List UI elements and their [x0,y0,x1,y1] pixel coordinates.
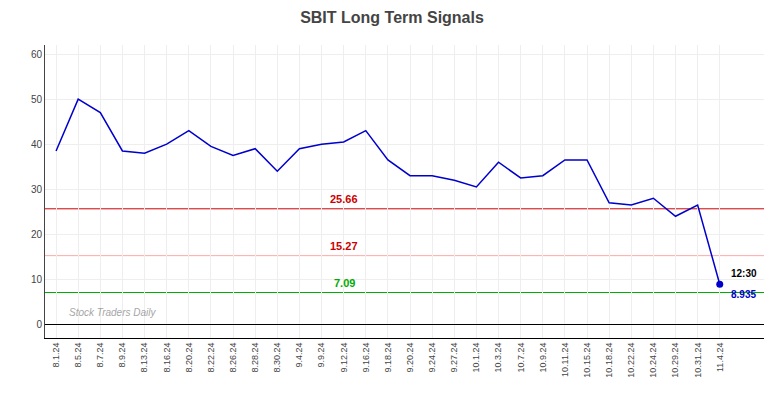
svg-text:9.24.24: 9.24.24 [427,343,437,373]
svg-text:11.4.24: 11.4.24 [715,343,725,372]
svg-text:9.16.24: 9.16.24 [361,343,371,373]
svg-text:30: 30 [31,184,43,195]
svg-text:10.24.24: 10.24.24 [648,343,658,378]
svg-text:9.27.24: 9.27.24 [449,343,459,373]
svg-text:10.31.24: 10.31.24 [693,343,703,378]
svg-text:20: 20 [31,229,43,240]
svg-text:15.27: 15.27 [330,240,358,252]
svg-text:9.9.24: 9.9.24 [316,343,326,368]
svg-text:8.30.24: 8.30.24 [272,343,282,373]
svg-text:9.20.24: 9.20.24 [405,343,415,373]
svg-text:8.26.24: 8.26.24 [228,343,238,373]
svg-text:9.12.24: 9.12.24 [339,343,349,373]
svg-text:8.9.24: 8.9.24 [117,343,127,368]
svg-text:50: 50 [31,94,43,105]
svg-text:8.28.24: 8.28.24 [250,343,260,373]
svg-text:8.13.24: 8.13.24 [139,343,149,373]
svg-text:9.18.24: 9.18.24 [383,343,393,373]
svg-text:10.3.24: 10.3.24 [493,343,503,373]
svg-text:10: 10 [31,274,43,285]
svg-text:8.7.24: 8.7.24 [95,343,105,368]
svg-text:7.09: 7.09 [334,277,355,289]
svg-text:10.11.24: 10.11.24 [560,343,570,377]
svg-text:10.18.24: 10.18.24 [604,343,614,378]
svg-text:8.5.24: 8.5.24 [73,343,83,368]
svg-text:Stock Traders Daily: Stock Traders Daily [69,307,157,318]
svg-text:12:30: 12:30 [731,268,757,279]
svg-text:0: 0 [36,319,42,330]
svg-text:10.22.24: 10.22.24 [626,343,636,378]
svg-text:8.935: 8.935 [731,289,756,300]
svg-text:SBIT Long Term Signals: SBIT Long Term Signals [300,9,484,26]
svg-text:8.16.24: 8.16.24 [162,343,172,373]
svg-text:10.7.24: 10.7.24 [516,343,526,373]
svg-text:9.4.24: 9.4.24 [294,343,304,368]
svg-text:10.15.24: 10.15.24 [582,343,592,378]
svg-text:60: 60 [31,49,43,60]
svg-text:10.1.24: 10.1.24 [471,343,481,373]
svg-text:40: 40 [31,139,43,150]
svg-text:10.9.24: 10.9.24 [538,343,548,373]
svg-text:25.66: 25.66 [330,193,358,205]
svg-text:8.22.24: 8.22.24 [206,343,216,373]
svg-text:8.20.24: 8.20.24 [184,343,194,373]
svg-text:8.1.24: 8.1.24 [51,343,61,368]
svg-text:10.29.24: 10.29.24 [670,343,680,378]
